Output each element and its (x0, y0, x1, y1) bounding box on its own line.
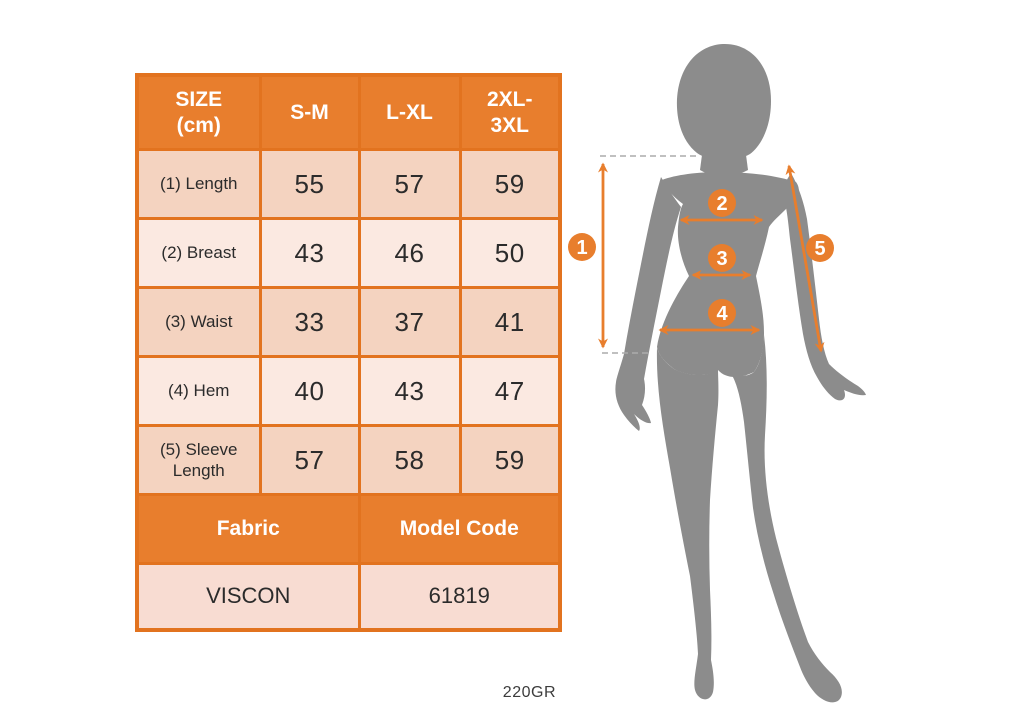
table-row-length: (1) Length 55 57 59 (135, 148, 562, 220)
cell-value: 59 (458, 148, 562, 220)
table-row-breast: (2) Breast 43 46 50 (135, 217, 562, 289)
col-header-s-m: S-M (258, 73, 361, 151)
cell-value: 47 (458, 355, 562, 427)
marker-circle-2 (708, 189, 736, 217)
fabric-value: VISCON (135, 562, 361, 631)
marker-label-5: 5 (814, 238, 825, 260)
cell-value: 40 (258, 355, 361, 427)
cell-value: 33 (258, 286, 361, 358)
col-header-size: SIZE (cm) (135, 73, 262, 151)
table-row-sleeve-length: (5) Sleeve Length 57 58 59 (135, 424, 562, 496)
marker-circle-1 (568, 233, 596, 261)
marker-label-3: 3 (716, 248, 727, 270)
marker-circle-3 (708, 244, 736, 272)
col-header-2xl-3xl: 2XL- 3XL (458, 73, 562, 151)
table-footer-value-row: VISCON 61819 (135, 562, 562, 631)
cell-value: 58 (357, 424, 462, 496)
cell-value: 57 (357, 148, 462, 220)
marker-circle-4 (708, 299, 736, 327)
silhouette-right-leg (730, 335, 842, 703)
cell-value: 59 (458, 424, 562, 496)
cell-value: 46 (357, 217, 462, 289)
row-label: (4) Hem (135, 355, 262, 427)
measurement-diagram: 1 2 3 4 5 (568, 43, 866, 703)
row-label: (2) Breast (135, 217, 262, 289)
weight-note: 220GR (502, 684, 556, 701)
marker-label-2: 2 (716, 193, 727, 215)
model-code-value: 61819 (357, 562, 562, 631)
cell-value: 43 (357, 355, 462, 427)
cell-value: 50 (458, 217, 562, 289)
silhouette-left-leg (656, 348, 719, 700)
marker-3: 3 (708, 244, 736, 272)
col-header-l-xl: L-XL (357, 73, 462, 151)
cell-value: 41 (458, 286, 562, 358)
marker-1: 1 (568, 233, 596, 261)
marker-circle-5 (806, 234, 834, 262)
cell-value: 55 (258, 148, 361, 220)
table-row-waist: (3) Waist 33 37 41 (135, 286, 562, 358)
model-code-header: Model Code (357, 493, 562, 565)
marker-label-1: 1 (576, 237, 587, 259)
marker-2: 2 (708, 189, 736, 217)
cell-value: 57 (258, 424, 361, 496)
marker-label-4: 4 (716, 303, 728, 325)
silhouette-right-arm (781, 173, 866, 401)
table-row-hem: (4) Hem 40 43 47 (135, 355, 562, 427)
cell-value: 43 (258, 217, 361, 289)
marker-5: 5 (806, 234, 834, 262)
row-label: (1) Length (135, 148, 262, 220)
silhouette-left-arm (615, 177, 681, 431)
sleeve-arrow (785, 164, 825, 353)
silhouette-hair-head (676, 43, 771, 160)
marker-4: 4 (708, 299, 736, 327)
size-chart-table: SIZE (cm) S-M L-XL 2XL- 3XL (1) Length 5… (135, 73, 562, 632)
cell-value: 37 (357, 286, 462, 358)
row-label: (5) Sleeve Length (135, 424, 262, 496)
fabric-header: Fabric (135, 493, 361, 565)
table-footer-header-row: Fabric Model Code (135, 493, 562, 565)
table-header-row: SIZE (cm) S-M L-XL 2XL- 3XL (135, 73, 562, 151)
body-silhouette (615, 43, 866, 703)
silhouette-neck (700, 132, 748, 177)
row-label: (3) Waist (135, 286, 262, 358)
